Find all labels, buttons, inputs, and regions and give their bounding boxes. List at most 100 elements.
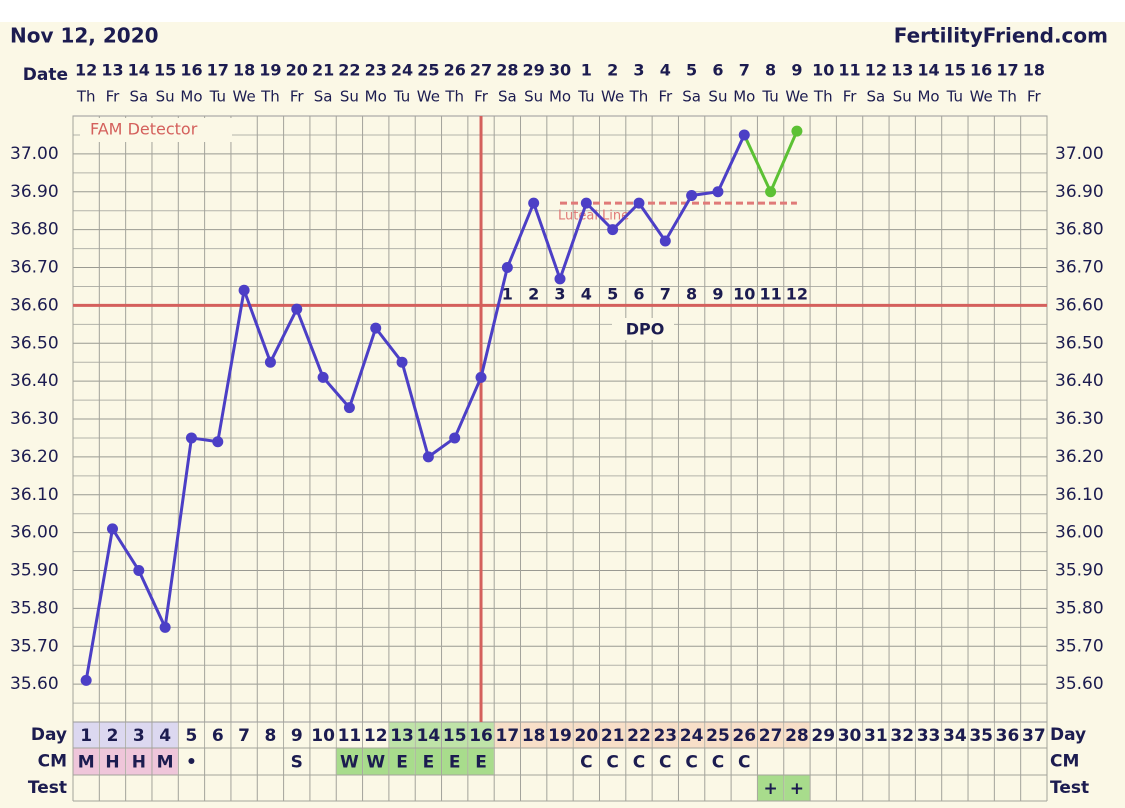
weekday-label: Fr bbox=[843, 88, 858, 106]
site-name: FertilityFriend.com bbox=[894, 24, 1108, 48]
temperature-point bbox=[554, 273, 566, 285]
cm-value: H bbox=[132, 753, 146, 773]
y-tick-label: 36.90 bbox=[10, 182, 59, 202]
weekday-label: Su bbox=[156, 88, 175, 106]
temperature-point bbox=[212, 436, 224, 448]
temperature-point bbox=[80, 674, 92, 686]
weekday-label: Th bbox=[629, 88, 649, 106]
days-cell bbox=[599, 722, 626, 748]
y-tick-label: 36.70 bbox=[10, 258, 59, 278]
date-label: 23 bbox=[365, 61, 387, 80]
date-label: 17 bbox=[996, 61, 1018, 80]
days-cell bbox=[99, 722, 126, 748]
date-label: 29 bbox=[523, 61, 545, 80]
days-value: 33 bbox=[917, 726, 941, 746]
temperature-point bbox=[264, 356, 276, 368]
days-cell bbox=[836, 722, 863, 748]
days-value: 32 bbox=[890, 726, 914, 746]
days-value: 37 bbox=[1022, 726, 1046, 746]
days-value: 36 bbox=[996, 726, 1020, 746]
weekday-label: We bbox=[417, 88, 440, 106]
luteal-label: Luteal Line bbox=[558, 209, 629, 224]
date-label: 28 bbox=[496, 61, 518, 80]
y-tick-label: 35.70 bbox=[10, 636, 59, 656]
days-value: 34 bbox=[943, 726, 967, 746]
dpo-number: 7 bbox=[660, 285, 671, 304]
row-label: Test bbox=[28, 778, 67, 798]
chart-title: Nov 12, 2020 bbox=[10, 24, 159, 48]
cm-cell bbox=[389, 748, 415, 775]
days-cell bbox=[573, 722, 599, 748]
y-tick-label-right: 36.20 bbox=[1055, 447, 1104, 467]
date-label: 6 bbox=[712, 61, 723, 80]
date-label: 21 bbox=[312, 61, 334, 80]
date-label: 18 bbox=[233, 61, 255, 80]
date-label: 27 bbox=[470, 61, 492, 80]
cm-cell bbox=[336, 748, 363, 775]
days-cell bbox=[178, 722, 205, 748]
weekday-label: Fr bbox=[290, 88, 305, 106]
date-label: 16 bbox=[970, 61, 992, 80]
cm-value: W bbox=[366, 753, 385, 773]
y-tick-label: 36.20 bbox=[10, 447, 59, 467]
days-value: 6 bbox=[212, 726, 224, 746]
date-label: 17 bbox=[207, 61, 229, 80]
date-label: 9 bbox=[791, 61, 802, 80]
days-value: 18 bbox=[522, 726, 546, 746]
temperature-point bbox=[106, 523, 118, 535]
dpo-number: 5 bbox=[607, 285, 618, 304]
cm-cell bbox=[415, 748, 442, 775]
cm-cell bbox=[152, 748, 178, 775]
weekday-label: Fr bbox=[106, 88, 121, 106]
weekday-label: We bbox=[601, 88, 624, 106]
y-tick-label-right: 36.80 bbox=[1055, 220, 1104, 240]
y-tick-label-right: 35.80 bbox=[1055, 598, 1104, 618]
weekday-label: Mo bbox=[180, 88, 202, 106]
weekday-label: Sa bbox=[867, 88, 886, 106]
y-tick-label: 36.40 bbox=[10, 371, 59, 391]
date-label: 12 bbox=[865, 61, 887, 80]
days-cell bbox=[363, 722, 389, 748]
dpo-number: 8 bbox=[686, 285, 697, 304]
days-value: 1 bbox=[80, 726, 92, 746]
temperature-point bbox=[712, 186, 724, 198]
weekday-label: Mo bbox=[733, 88, 755, 106]
dpo-number: 2 bbox=[528, 285, 539, 304]
y-tick-label-right: 36.90 bbox=[1055, 182, 1104, 202]
temperature-point bbox=[738, 129, 750, 141]
dpo-label: DPO bbox=[626, 320, 665, 339]
date-label: 20 bbox=[286, 61, 308, 80]
days-value: 13 bbox=[390, 726, 414, 746]
cm-value: H bbox=[105, 753, 119, 773]
cm-cell bbox=[73, 748, 99, 775]
date-label: 5 bbox=[686, 61, 697, 80]
weekday-label: Tu bbox=[393, 88, 410, 106]
dpo-number: 12 bbox=[786, 285, 808, 304]
cm-value: C bbox=[685, 753, 697, 773]
days-cell bbox=[994, 722, 1021, 748]
days-value: 4 bbox=[159, 726, 171, 746]
test-cell bbox=[757, 775, 784, 801]
temperature-point bbox=[133, 565, 145, 576]
days-value: 3 bbox=[133, 726, 145, 746]
days-value: 15 bbox=[443, 726, 467, 746]
test-value: + bbox=[763, 779, 777, 799]
date-label: 14 bbox=[917, 61, 939, 80]
days-cell bbox=[968, 722, 994, 748]
row-label-right: Day bbox=[1050, 725, 1086, 745]
weekday-label: Fr bbox=[474, 88, 489, 106]
cm-cell bbox=[99, 748, 126, 775]
days-value: 35 bbox=[969, 726, 993, 746]
weekday-label: Su bbox=[524, 88, 543, 106]
days-cell bbox=[415, 722, 442, 748]
y-tick-label-right: 36.00 bbox=[1055, 523, 1104, 543]
cm-value: C bbox=[712, 753, 724, 773]
date-label: 15 bbox=[154, 61, 176, 80]
temperature-point bbox=[686, 190, 698, 202]
detector-box bbox=[80, 118, 232, 142]
cm-value: C bbox=[606, 753, 618, 773]
temperature-point bbox=[317, 371, 329, 383]
days-cell bbox=[547, 722, 573, 748]
y-tick-label-right: 35.70 bbox=[1055, 636, 1104, 656]
